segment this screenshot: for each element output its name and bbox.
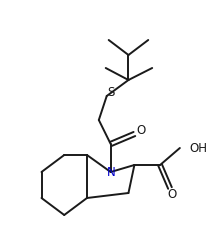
Text: OH: OH [190,141,208,154]
Text: S: S [107,87,114,100]
Text: N: N [107,167,116,180]
Text: O: O [137,125,146,138]
Text: O: O [167,187,177,201]
